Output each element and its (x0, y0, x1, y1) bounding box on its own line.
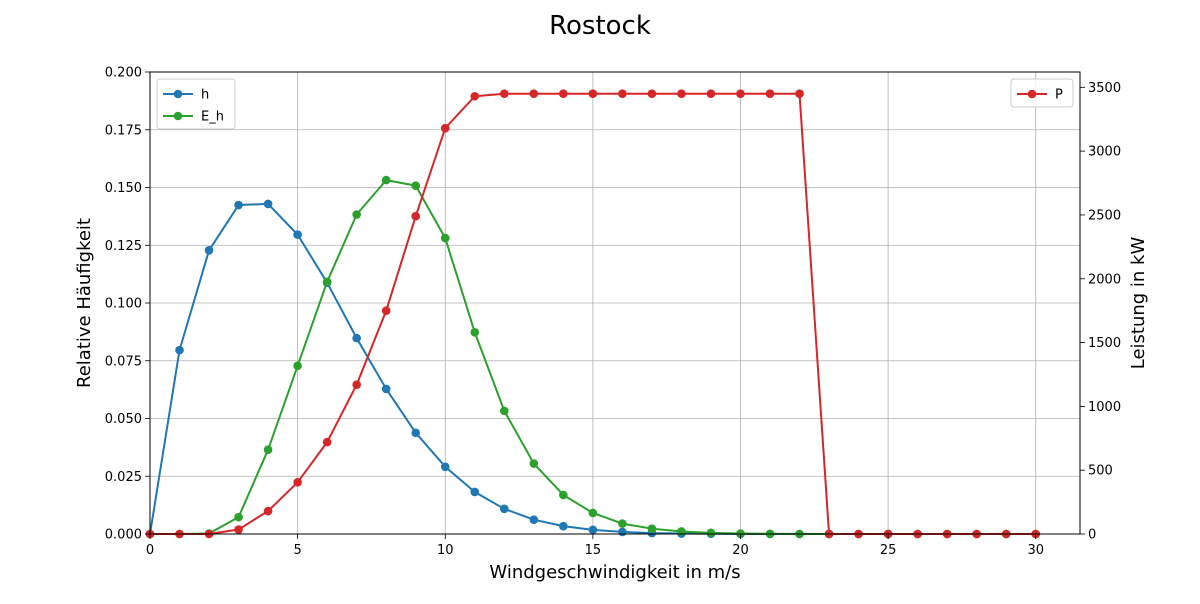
x-tick-label: 10 (437, 543, 454, 558)
x-tick-label: 15 (585, 543, 602, 558)
y-tick-label: 0.150 (105, 181, 142, 196)
data-point-h (499, 504, 509, 514)
data-point-h (559, 521, 568, 531)
y-axis-title: Relative Häufigkeit (74, 218, 95, 388)
data-point-P (706, 89, 716, 98)
data-point-P (234, 525, 243, 534)
data-point-E_h (411, 181, 421, 190)
data-point-h (529, 515, 539, 524)
data-point-h (381, 384, 391, 394)
y-tick-label: 0.075 (105, 354, 142, 369)
data-point-h (175, 345, 184, 355)
data-point-P (677, 89, 686, 98)
data-point-P (381, 306, 391, 315)
legend-left: h E_h (156, 78, 236, 130)
y-tick-label: 0.050 (105, 412, 142, 427)
legend-marker-P (1027, 89, 1037, 99)
y-tick-label: 0.200 (105, 66, 142, 81)
x-tick-label: 0 (146, 543, 154, 558)
data-point-E_h (647, 524, 657, 533)
data-point-h (263, 199, 273, 209)
data-point-h (618, 527, 627, 537)
data-point-E_h (322, 277, 332, 287)
data-point-E_h (234, 512, 243, 522)
x-tick-label: 30 (1027, 543, 1044, 558)
y2-tick-label: 3000 (1088, 145, 1121, 160)
y2-axis-title: Leistung in kW (1128, 237, 1149, 370)
data-point-E_h (618, 519, 627, 528)
data-point-E_h (588, 508, 598, 518)
data-point-P (736, 89, 745, 98)
data-point-E_h (499, 406, 509, 416)
x-tick-label: 25 (880, 543, 897, 558)
legends: h E_h P (156, 78, 1074, 130)
legend-right: P (1010, 78, 1074, 108)
y2-tick-label: 3500 (1088, 81, 1121, 96)
data-point-h (588, 525, 598, 535)
legend-label-P: P (1055, 88, 1063, 103)
legend-label-h: h (201, 88, 209, 103)
data-point-P (322, 437, 332, 447)
series-P (145, 89, 1041, 539)
y-tick-label: 0.175 (105, 123, 142, 138)
data-point-E_h (263, 445, 273, 454)
data-point-P (411, 211, 421, 221)
data-point-h (204, 246, 214, 255)
data-point-E_h (381, 175, 391, 185)
data-point-P (263, 506, 273, 516)
x-tick-label: 5 (293, 543, 301, 558)
legend-label-E_h: E_h (201, 110, 224, 125)
y2-tick-label: 1000 (1088, 400, 1121, 415)
y-tick-label: 0.025 (105, 470, 142, 485)
y2-tick-label: 500 (1088, 464, 1113, 479)
data-point-P (765, 89, 775, 98)
data-point-P (795, 89, 804, 98)
data-point-E_h (559, 490, 568, 500)
legend-marker-h (173, 89, 183, 99)
x-tick-label: 20 (732, 543, 749, 558)
legend-marker-E_h (173, 111, 183, 121)
chart-title: Rostock (549, 11, 651, 41)
y-tick-label: 0.000 (105, 528, 142, 543)
data-point-P (293, 478, 302, 487)
y-tick-label: 0.100 (105, 297, 142, 312)
data-point-P (588, 89, 598, 98)
data-point-P (529, 89, 539, 98)
data-point-h (411, 428, 421, 438)
series-layer (145, 89, 1041, 539)
data-point-h (293, 230, 302, 239)
axes: 0 5 10 15 20 25 30 0.000 0.025 0.050 0.075 0.100 0.1… (105, 66, 1121, 559)
y-tick-label: 0.125 (105, 239, 142, 254)
data-point-P (470, 91, 480, 101)
data-point-h (234, 200, 243, 210)
data-point-P (559, 89, 568, 98)
data-point-E_h (706, 528, 716, 538)
y2-tick-label: 2000 (1088, 272, 1121, 287)
data-point-P (618, 89, 627, 98)
data-point-P (647, 89, 657, 98)
y2-tick-label: 1500 (1088, 336, 1121, 351)
data-point-h (440, 462, 450, 472)
grid (149, 71, 1080, 535)
x-axis-title: Windgeschwindigkeit in m/s (489, 562, 740, 583)
data-point-E_h (352, 210, 361, 219)
data-point-h (470, 487, 480, 497)
y2-tick-label: 2500 (1088, 208, 1121, 223)
data-point-E_h (440, 233, 450, 243)
data-point-E_h (529, 459, 539, 468)
data-point-P (352, 380, 361, 389)
y2-tick-label: 0 (1088, 528, 1096, 543)
data-point-h (352, 333, 361, 343)
data-point-P (499, 89, 509, 98)
data-point-P (440, 123, 450, 133)
data-point-E_h (293, 361, 302, 371)
data-point-E_h (470, 328, 480, 337)
